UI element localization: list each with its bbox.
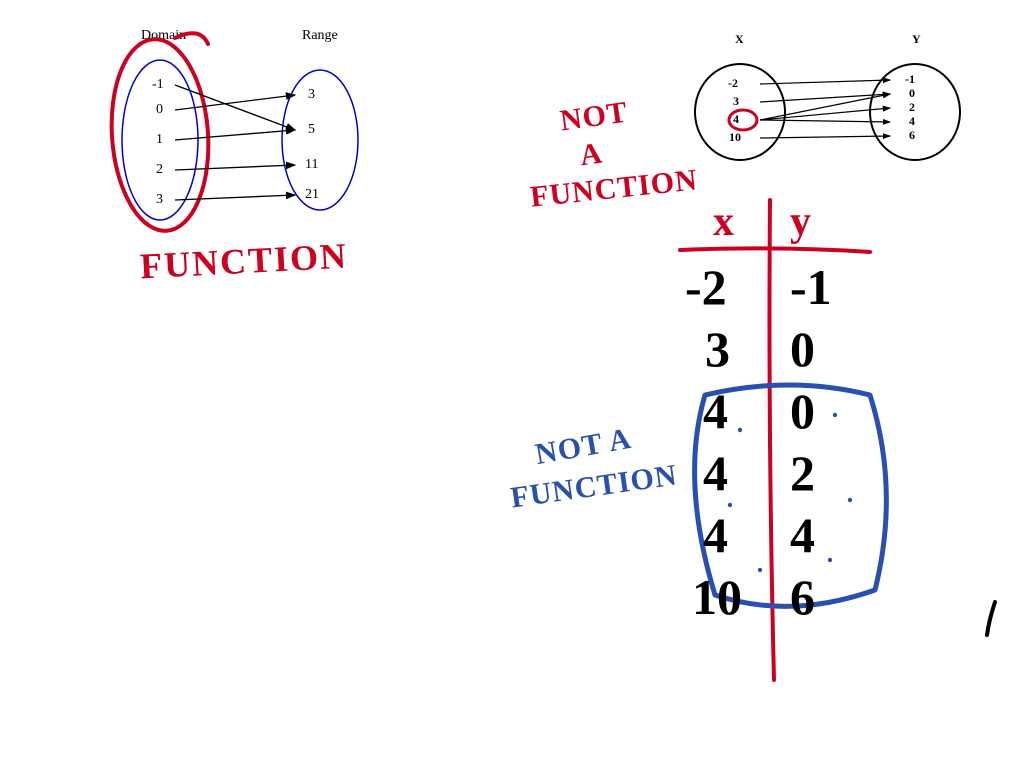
table-row-4-x: 4 bbox=[703, 506, 728, 564]
diagram2-y-val-0: -1 bbox=[905, 72, 915, 87]
diagram2-x-val-3: 10 bbox=[729, 130, 741, 145]
diagram1-red-squiggle bbox=[175, 33, 208, 44]
diagram1 bbox=[120, 30, 420, 260]
table-row-0-x: -2 bbox=[685, 258, 727, 316]
diagram1-range-val-3: 21 bbox=[305, 187, 319, 203]
diagram2-annotation-line2: A bbox=[578, 137, 604, 174]
diagram1-range-val-2: 11 bbox=[305, 157, 318, 173]
table-row-1-x: 3 bbox=[705, 320, 730, 378]
table-row-2-x: 4 bbox=[703, 382, 728, 440]
diagram1-domain-val-2: 1 bbox=[156, 132, 163, 148]
diagram2 bbox=[700, 42, 980, 202]
diagram2-annotation-line1: NOT bbox=[558, 95, 630, 138]
diagram2-y-ellipse bbox=[870, 64, 960, 160]
diagram1-domain-val-4: 3 bbox=[156, 192, 163, 208]
table-annotation-line1: NOT A bbox=[533, 422, 634, 472]
diagram2-y-val-3: 4 bbox=[909, 114, 915, 129]
table-header-y: y bbox=[790, 198, 811, 246]
diagram1-arrow-4 bbox=[175, 195, 295, 200]
table-row-4-y: 4 bbox=[790, 506, 815, 564]
diagram2-x-val-1: 3 bbox=[733, 94, 739, 109]
table-row-1-y: 0 bbox=[790, 320, 815, 378]
table-annotation-line2: FUNCTION bbox=[508, 458, 679, 515]
diagram1-range-val-1: 5 bbox=[308, 122, 315, 138]
diagram1-range-ellipse bbox=[282, 70, 358, 210]
diagram2-x-val-2: 4 bbox=[733, 112, 739, 127]
diagram2-y-val-2: 2 bbox=[909, 100, 915, 115]
table-row-3-y: 2 bbox=[790, 444, 815, 502]
table-row-2-y: 0 bbox=[790, 382, 815, 440]
diagram2-x-ellipse bbox=[695, 64, 785, 160]
table-row-0-y: -1 bbox=[790, 258, 832, 316]
diagram1-arrow-2 bbox=[175, 130, 295, 140]
diagram1-domain-val-0: -1 bbox=[152, 77, 164, 93]
table-header-x: x bbox=[713, 198, 734, 246]
diagram2-y-val-1: 0 bbox=[909, 86, 915, 101]
diagram2-y-val-4: 6 bbox=[909, 128, 915, 143]
diagram2-x-val-0: -2 bbox=[728, 76, 738, 91]
diagram1-domain-val-3: 2 bbox=[156, 162, 163, 178]
stray-mark bbox=[985, 600, 1015, 640]
table-row-5-y: 6 bbox=[790, 568, 815, 626]
diagram2-arrow-0 bbox=[760, 80, 890, 84]
table-row-5-x: 10 bbox=[692, 568, 742, 626]
diagram1-range-val-0: 3 bbox=[308, 87, 315, 103]
diagram1-arrow-3 bbox=[175, 165, 295, 170]
diagram1-domain-val-1: 0 bbox=[156, 102, 163, 118]
table-row-3-x: 4 bbox=[703, 444, 728, 502]
